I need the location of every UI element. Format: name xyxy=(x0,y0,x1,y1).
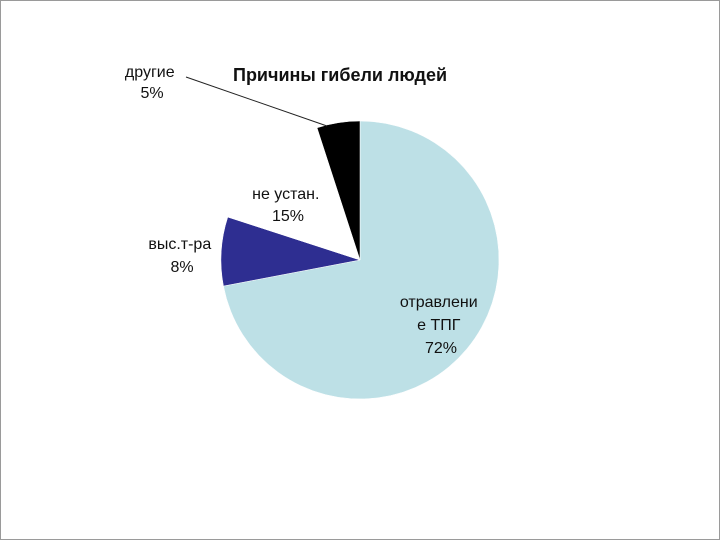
slice-label-unknown-line1: не устан. xyxy=(252,186,319,203)
slice-label-temp-value: 8% xyxy=(170,259,193,276)
slice-others xyxy=(316,120,361,261)
slice-label-unknown: не устан. 15% xyxy=(252,186,324,225)
slice-label-tpg-line1: отравлени xyxy=(400,294,478,311)
slice-label-others-value: 5% xyxy=(140,85,163,102)
slice-tpg xyxy=(223,120,500,400)
slice-label-tpg-value: 72% xyxy=(425,340,457,357)
chart-title: Причины гибели людей xyxy=(233,65,448,85)
slice-label-others: другие 5% xyxy=(125,64,179,102)
slice-label-temp: выс.т-ра 8% xyxy=(148,236,215,276)
slice-label-tpg-line2: е ТПГ xyxy=(417,317,461,334)
slice-label-unknown-value: 15% xyxy=(272,208,304,225)
slice-label-temp-line1: выс.т-ра xyxy=(148,236,211,253)
slice-label-tpg: отравлени е ТПГ 72% xyxy=(400,294,482,357)
slice-unknown xyxy=(227,127,361,261)
leader-line-others xyxy=(185,76,328,127)
slice-label-others-line1: другие xyxy=(125,64,175,81)
